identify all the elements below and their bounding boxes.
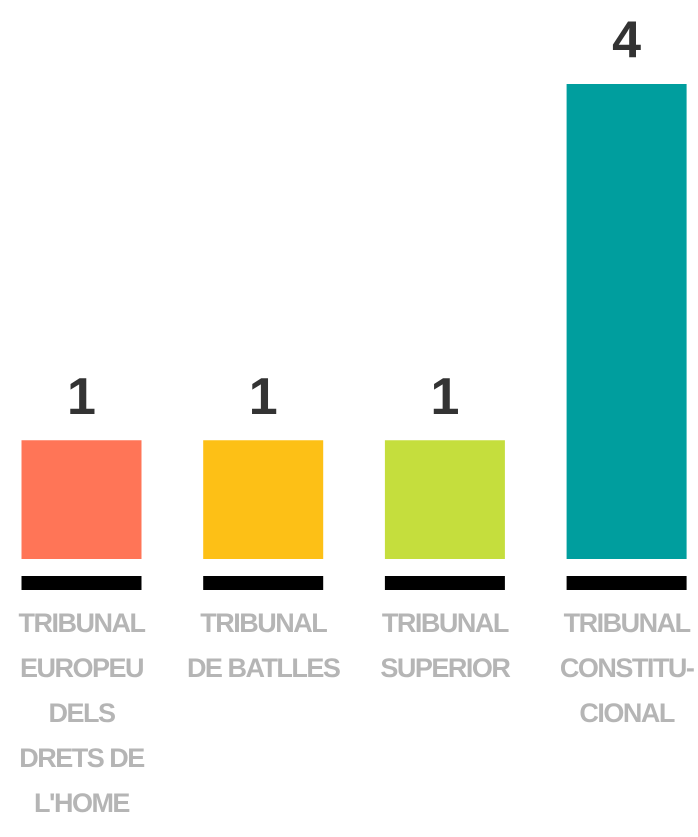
baseline-bar <box>21 576 142 590</box>
category-label: EUROPEU <box>20 653 143 683</box>
bar <box>384 440 505 559</box>
baseline-bar <box>203 576 324 590</box>
baseline-bar <box>384 576 505 590</box>
category-label: CONSTITU- <box>560 653 694 683</box>
category-label: TRIBUNAL <box>19 608 146 638</box>
category-label: TRIBUNAL <box>382 608 509 638</box>
value-label: 1 <box>249 368 278 426</box>
bar <box>203 440 324 559</box>
category-label: L'HOME <box>34 788 129 818</box>
baseline-bar <box>566 576 687 590</box>
category-label: DE BATLLES <box>187 653 340 683</box>
bar <box>566 84 687 559</box>
category-label: TRIBUNAL <box>200 608 327 638</box>
bar <box>21 440 142 559</box>
value-label: 4 <box>612 12 641 70</box>
category-label: TRIBUNAL <box>564 608 691 638</box>
category-label: SUPERIOR <box>380 653 510 683</box>
category-label: DELS <box>48 698 115 728</box>
value-label: 1 <box>430 368 459 426</box>
value-label: 1 <box>67 368 96 426</box>
category-label: CIONAL <box>579 698 674 728</box>
category-label: DRETS DE <box>19 743 144 773</box>
